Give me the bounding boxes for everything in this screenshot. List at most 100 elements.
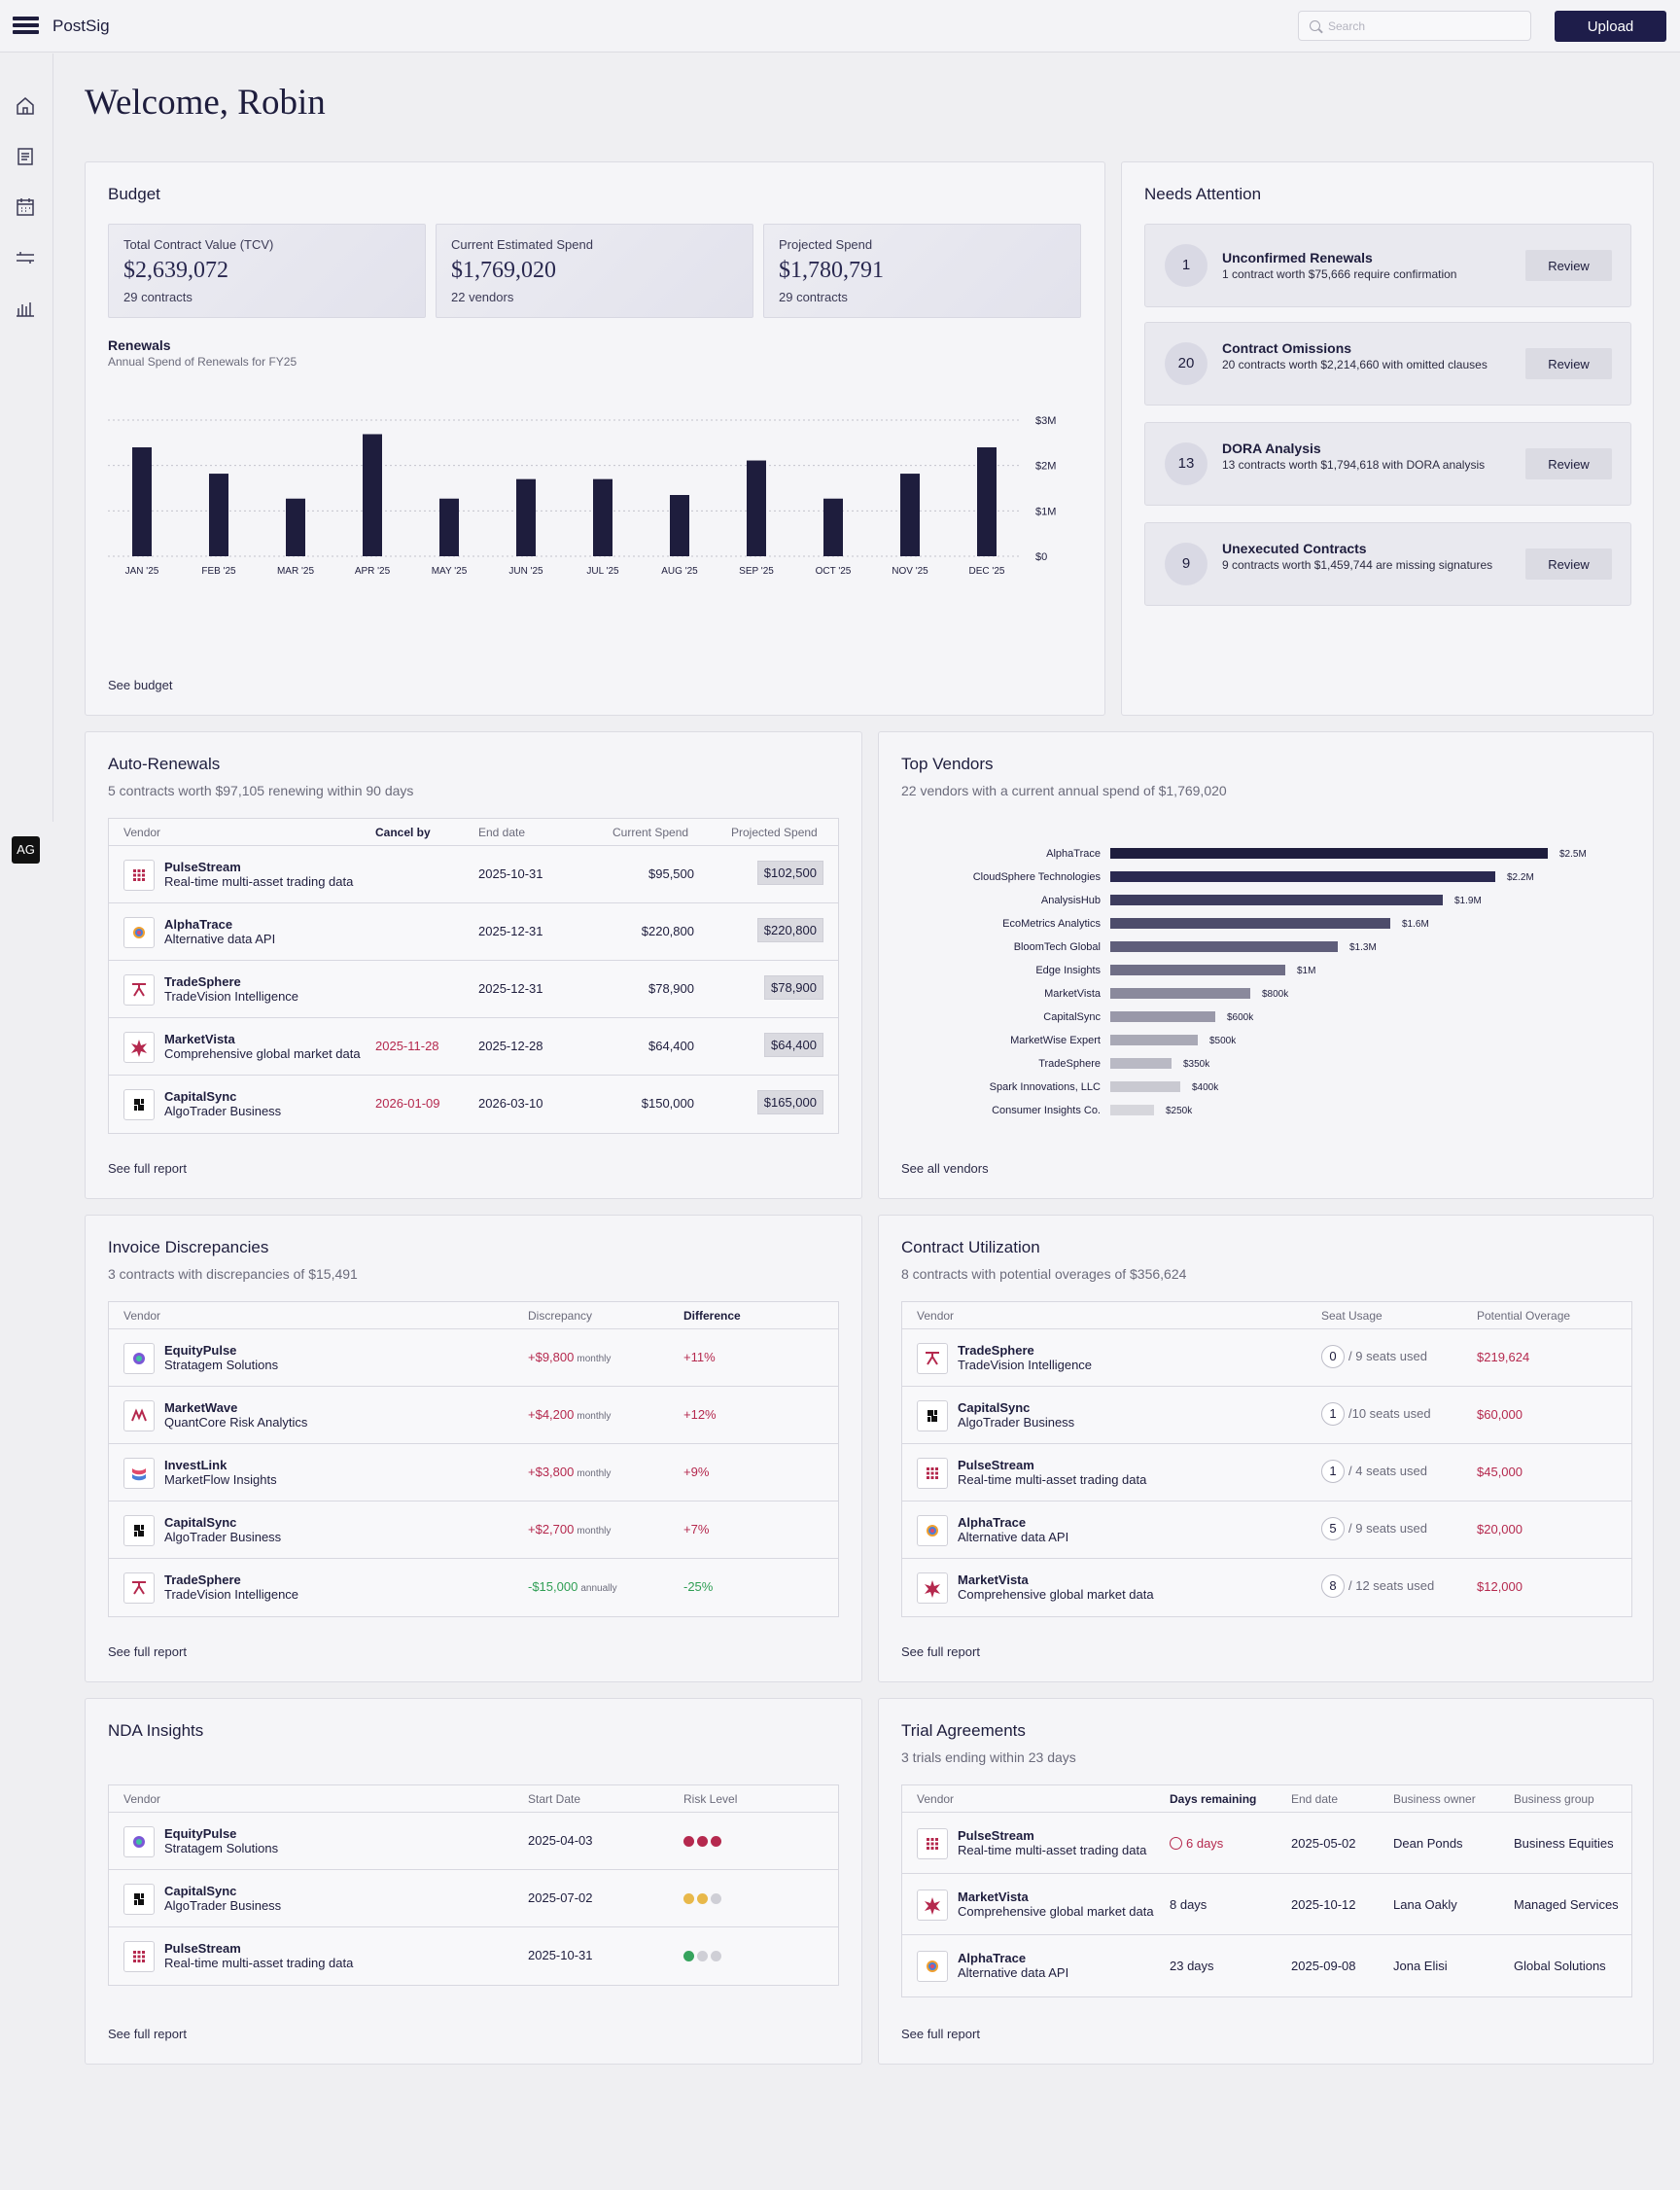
table-row[interactable]: MarketVista Comprehensive global market d… — [902, 1874, 1631, 1935]
vendor-bar[interactable] — [1110, 918, 1390, 929]
vendor-bar[interactable] — [1110, 848, 1548, 859]
bar-jun-25[interactable] — [516, 478, 536, 556]
user-avatar[interactable]: AG — [12, 836, 40, 864]
vendor-name[interactable]: MarketVista — [164, 1032, 235, 1046]
vendor-name[interactable]: PulseStream — [164, 860, 241, 874]
table-row[interactable]: MarketVista Comprehensive global market d… — [109, 1018, 838, 1076]
table-row[interactable]: CapitalSync AlgoTrader Business +$2,700 mon… — [109, 1501, 838, 1559]
seats-used-count: 0 — [1321, 1345, 1345, 1368]
vendor-name[interactable]: EquityPulse — [164, 1826, 237, 1841]
vendor-bar[interactable] — [1110, 1011, 1215, 1022]
vendor-bar[interactable] — [1110, 895, 1443, 905]
vendor-name[interactable]: PulseStream — [958, 1828, 1034, 1843]
table-row[interactable]: AlphaTrace Alternative data API 23 days 202… — [902, 1935, 1631, 1996]
table-row[interactable]: TradeSphere TradeVision Intelligence 0/ 9 … — [902, 1329, 1631, 1387]
col-cancel-by[interactable]: Cancel by — [375, 826, 431, 839]
col-days-remaining[interactable]: Days remaining — [1170, 1792, 1257, 1806]
see-full-report-link[interactable]: See full report — [108, 1644, 187, 1659]
table-row[interactable]: TradeSphere TradeVision Intelligence -$15,… — [109, 1559, 838, 1616]
vendor-name[interactable]: MarketVista — [958, 1890, 1029, 1904]
bar-may-25[interactable] — [439, 498, 459, 556]
see-full-report-link[interactable]: See full report — [108, 1161, 187, 1176]
vendor-bar[interactable] — [1110, 1105, 1154, 1115]
bar-apr-25[interactable] — [363, 434, 382, 556]
y-tick-label: $1M — [1035, 506, 1056, 517]
table-row[interactable]: MarketVista Comprehensive global market d… — [902, 1559, 1631, 1616]
vendor-name[interactable]: EquityPulse — [164, 1343, 237, 1358]
see-full-report-link[interactable]: See full report — [901, 1644, 980, 1659]
table-row[interactable]: AlphaTrace Alternative data API 5/ 9 seats… — [902, 1501, 1631, 1559]
vendor-name[interactable]: AlphaTrace — [958, 1515, 1027, 1530]
vendor-name[interactable]: TradeSphere — [958, 1343, 1034, 1358]
see-full-report-link[interactable]: See full report — [901, 2027, 980, 2041]
vendor-name[interactable]: PulseStream — [164, 1941, 241, 1956]
review-button[interactable]: Review — [1525, 548, 1612, 580]
bar-mar-25[interactable] — [286, 498, 305, 556]
table-row[interactable]: CapitalSync AlgoTrader Business 2026-01-09… — [109, 1076, 838, 1133]
col-risk-level: Risk Level — [683, 1792, 738, 1806]
vendor-bar[interactable] — [1110, 965, 1285, 975]
vendor-name[interactable]: PulseStream — [958, 1458, 1034, 1472]
vendor-bar[interactable] — [1110, 1058, 1172, 1069]
risk-level-indicator — [683, 1835, 724, 1850]
sidebar: AG — [0, 53, 53, 864]
vendor-value-label: $1M — [1297, 966, 1315, 976]
upload-button[interactable]: Upload — [1555, 11, 1666, 42]
vendor-name[interactable]: MarketWave — [164, 1400, 238, 1415]
vendor-bar[interactable] — [1110, 988, 1250, 999]
vendor-name[interactable]: InvestLink — [164, 1458, 228, 1472]
vendor-name[interactable]: CapitalSync — [164, 1089, 237, 1104]
bar-jan-25[interactable] — [132, 447, 152, 556]
table-row[interactable]: InvestLink MarketFlow Insights +$3,800 mont… — [109, 1444, 838, 1501]
table-row[interactable]: CapitalSync AlgoTrader Business 2025-07-02 — [109, 1870, 838, 1927]
see-full-report-link[interactable]: See full report — [108, 2027, 187, 2041]
signpost-icon[interactable] — [14, 246, 37, 269]
vendor-name[interactable]: CapitalSync — [164, 1884, 237, 1898]
vendor-name[interactable]: CapitalSync — [958, 1400, 1031, 1415]
vendor-name[interactable]: TradeSphere — [164, 1572, 241, 1587]
bar-nov-25[interactable] — [900, 474, 920, 556]
vendor-bar[interactable] — [1110, 871, 1495, 882]
bar-oct-25[interactable] — [823, 498, 843, 556]
see-budget-link[interactable]: See budget — [108, 678, 173, 692]
table-row[interactable]: MarketWave QuantCore Risk Analytics +$4,20… — [109, 1387, 838, 1444]
vendor-name[interactable]: CapitalSync — [164, 1515, 237, 1530]
table-row[interactable]: AlphaTrace Alternative data API 2025-12-31… — [109, 903, 838, 961]
table-row[interactable]: PulseStream Real-time multi-asset trading… — [109, 1927, 838, 1985]
table-row[interactable]: CapitalSync AlgoTrader Business 1/10 seats… — [902, 1387, 1631, 1444]
vendor-name[interactable]: TradeSphere — [164, 974, 241, 989]
table-row[interactable]: EquityPulse Stratagem Solutions +$9,800 mon… — [109, 1329, 838, 1387]
table-row[interactable]: EquityPulse Stratagem Solutions 2025-04-03 — [109, 1813, 838, 1870]
documents-icon[interactable] — [14, 145, 37, 168]
bar-feb-25[interactable] — [209, 474, 228, 556]
review-button[interactable]: Review — [1525, 448, 1612, 479]
calendar-icon[interactable] — [14, 195, 37, 219]
col-difference[interactable]: Difference — [683, 1309, 741, 1323]
vendor-bar[interactable] — [1110, 941, 1338, 952]
vendor-name[interactable]: MarketVista — [958, 1572, 1029, 1587]
stat-label: Projected Spend — [779, 237, 873, 252]
menu-icon[interactable] — [13, 17, 39, 36]
vendor-bar[interactable] — [1110, 1035, 1198, 1045]
table-row[interactable]: TradeSphere TradeVision Intelligence 2025-… — [109, 961, 838, 1018]
table-row[interactable]: PulseStream Real-time multi-asset trading… — [902, 1813, 1631, 1874]
vendor-name[interactable]: AlphaTrace — [164, 917, 233, 932]
end-date: 2025-10-31 — [478, 866, 543, 881]
vendor-name[interactable]: AlphaTrace — [958, 1951, 1027, 1965]
bar-dec-25[interactable] — [977, 447, 997, 556]
search-input[interactable] — [1328, 12, 1522, 40]
table-row[interactable]: PulseStream Real-time multi-asset trading… — [109, 846, 838, 903]
equitypulse-logo-icon — [123, 1826, 155, 1857]
analytics-icon[interactable] — [14, 297, 37, 320]
review-button[interactable]: Review — [1525, 348, 1612, 379]
search-box[interactable] — [1298, 11, 1531, 41]
bar-jul-25[interactable] — [593, 478, 612, 556]
home-icon[interactable] — [14, 94, 37, 118]
review-button[interactable]: Review — [1525, 250, 1612, 281]
table-row[interactable]: PulseStream Real-time multi-asset trading… — [902, 1444, 1631, 1501]
seats-used-count: 5 — [1321, 1517, 1345, 1540]
bar-aug-25[interactable] — [670, 495, 689, 556]
vendor-bar[interactable] — [1110, 1081, 1180, 1092]
bar-sep-25[interactable] — [747, 460, 766, 556]
see-all-vendors-link[interactable]: See all vendors — [901, 1161, 989, 1176]
